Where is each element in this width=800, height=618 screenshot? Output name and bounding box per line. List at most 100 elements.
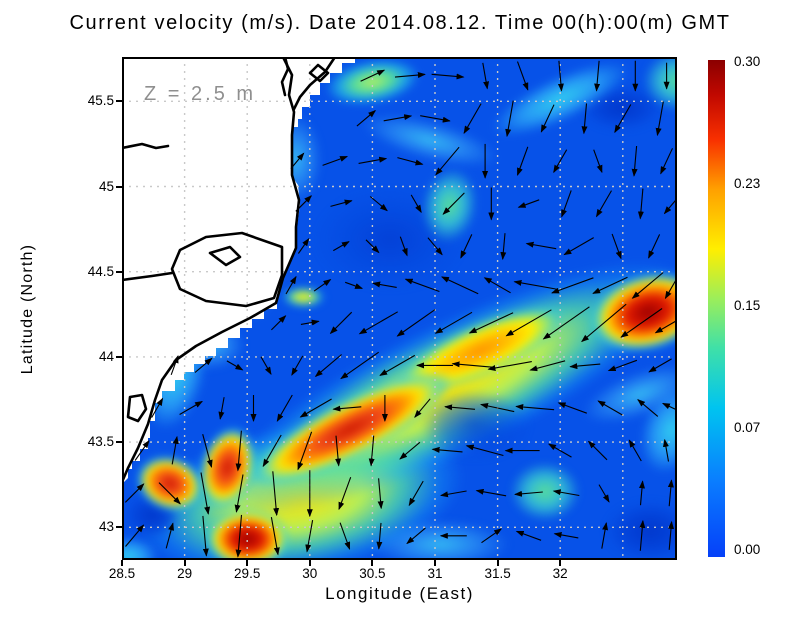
plot-title: Current velocity (m/s). Date 2014.08.12.… bbox=[69, 12, 731, 34]
velocity-arrow bbox=[276, 394, 293, 422]
velocity-arrow bbox=[365, 239, 380, 254]
velocity-arrow bbox=[561, 190, 572, 218]
velocity-arrow bbox=[125, 524, 145, 547]
velocity-arrow bbox=[420, 115, 451, 123]
velocity-arrow bbox=[440, 276, 479, 295]
velocity-arrow bbox=[427, 237, 443, 256]
velocity-arrow bbox=[406, 527, 426, 545]
y-tick-mark bbox=[116, 355, 122, 358]
x-tick-mark bbox=[434, 560, 436, 566]
colorbar-tick-label: 0.30 bbox=[734, 54, 761, 69]
velocity-arrow bbox=[271, 315, 287, 331]
velocity-arrow bbox=[631, 272, 664, 299]
velocity-arrow bbox=[553, 149, 568, 174]
velocity-arrow bbox=[637, 188, 644, 220]
velocity-arrow bbox=[557, 402, 587, 414]
coastline-path bbox=[308, 63, 330, 83]
y-tick-mark bbox=[116, 526, 122, 529]
velocity-arrow bbox=[581, 303, 627, 343]
velocity-arrow bbox=[397, 157, 424, 166]
velocity-arrow bbox=[525, 241, 557, 250]
velocity-arrow bbox=[399, 236, 408, 257]
y-tick-label: 45 bbox=[98, 178, 114, 194]
coastline-path bbox=[122, 271, 174, 282]
velocity-arrow bbox=[648, 234, 661, 259]
velocity-arrow bbox=[637, 399, 659, 417]
coastline-path bbox=[122, 57, 301, 484]
velocity-arrow bbox=[372, 281, 397, 288]
land-polygon bbox=[122, 57, 355, 484]
velocity-arrow bbox=[667, 479, 674, 507]
velocity-arrow bbox=[226, 360, 244, 371]
velocity-arrow bbox=[540, 104, 555, 133]
velocity-arrow bbox=[262, 434, 282, 468]
velocity-arrow bbox=[598, 484, 610, 503]
velocity-arrow bbox=[553, 531, 579, 539]
velocity-arrow bbox=[179, 400, 203, 415]
velocity-arrow bbox=[124, 483, 145, 503]
velocity-arrow bbox=[358, 156, 388, 164]
velocity-arrow bbox=[300, 319, 320, 326]
velocity-arrow bbox=[368, 435, 375, 467]
velocity-arrow bbox=[414, 398, 431, 418]
coastline-path bbox=[208, 245, 242, 267]
velocity-arrow bbox=[151, 397, 164, 418]
velocity-arrow bbox=[515, 404, 555, 411]
velocity-arrow bbox=[514, 490, 543, 497]
velocity-arrow bbox=[662, 438, 670, 462]
velocity-arrow bbox=[465, 444, 504, 457]
velocity-arrow bbox=[314, 354, 342, 378]
gridlines bbox=[122, 57, 677, 560]
x-tick-mark bbox=[496, 560, 499, 566]
velocity-arrow bbox=[482, 62, 490, 90]
velocity-arrow bbox=[338, 477, 352, 511]
velocity-arrow bbox=[557, 60, 564, 92]
velocity-arrow bbox=[399, 441, 421, 460]
velocity-arrow bbox=[620, 308, 663, 338]
velocity-arrow bbox=[435, 146, 460, 176]
x-tick-mark bbox=[371, 560, 374, 566]
velocity-arrow bbox=[601, 522, 609, 549]
velocity-arrow bbox=[516, 61, 529, 91]
velocity-arrow bbox=[587, 440, 608, 461]
colorbar-tick-label: 0.15 bbox=[734, 298, 761, 313]
x-tick-label: 31 bbox=[427, 566, 443, 581]
velocity-arrow bbox=[660, 148, 673, 175]
velocity-arrow bbox=[332, 405, 362, 412]
velocity-arrow bbox=[394, 72, 426, 79]
y-tick-mark bbox=[116, 185, 122, 188]
velocity-arrow bbox=[668, 520, 674, 550]
velocity-arrow bbox=[483, 277, 511, 294]
velocity-arrow bbox=[431, 446, 463, 453]
velocity-arrow bbox=[500, 233, 507, 261]
velocity-arrow bbox=[340, 351, 380, 380]
velocity-arrow bbox=[235, 514, 243, 558]
land-mask bbox=[122, 57, 355, 484]
velocity-arrow bbox=[272, 471, 280, 517]
velocity-arrow bbox=[611, 233, 622, 260]
coastline-path bbox=[126, 393, 148, 423]
y-tick-label: 45.5 bbox=[87, 93, 114, 109]
velocity-arrow bbox=[597, 400, 623, 416]
velocity-arrow bbox=[358, 311, 398, 335]
x-tick-mark bbox=[183, 560, 186, 566]
velocity-arrow bbox=[517, 199, 540, 208]
velocity-arrow bbox=[487, 361, 532, 371]
velocity-arrow bbox=[468, 312, 514, 334]
velocity-arrow bbox=[442, 192, 465, 215]
velocity-arrow bbox=[299, 398, 332, 418]
x-tick-label: 29.5 bbox=[234, 566, 261, 581]
velocity-arrow bbox=[234, 474, 244, 513]
y-tick-label: 44.5 bbox=[87, 263, 114, 279]
velocity-arrow bbox=[285, 275, 297, 295]
velocity-arrow bbox=[639, 519, 646, 551]
velocity-arrow bbox=[451, 361, 493, 368]
x-tick-label: 28.5 bbox=[108, 566, 136, 581]
velocity-arrow bbox=[638, 480, 645, 506]
depth-annotation: Z = 2.5 m bbox=[144, 83, 257, 105]
velocity-arrow bbox=[170, 355, 179, 375]
coastline-path bbox=[292, 57, 337, 111]
velocity-arrow bbox=[515, 530, 542, 541]
velocity-arrow bbox=[529, 360, 566, 372]
velocity-arrow bbox=[513, 279, 556, 290]
